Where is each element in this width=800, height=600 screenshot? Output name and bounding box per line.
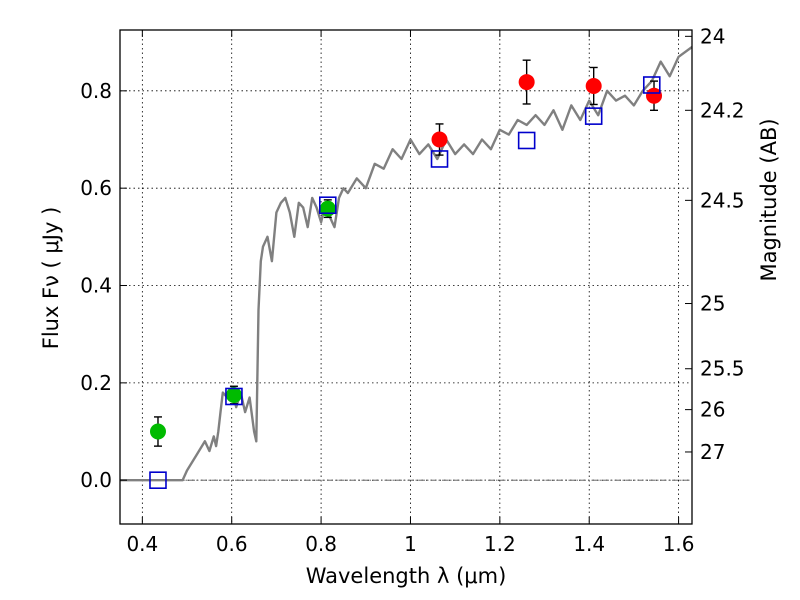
- right-tick-label: 25.5: [700, 357, 745, 381]
- x-tick-label: 0.8: [305, 532, 337, 556]
- model-square: [517, 131, 536, 150]
- y-tick-label: 0.8: [80, 79, 112, 103]
- y-tick-label: 0.6: [80, 176, 112, 200]
- right-tick-label: 24: [700, 24, 725, 48]
- y-tick-label: 0.0: [80, 468, 112, 492]
- green-point: [319, 200, 336, 217]
- y-tick-label: 0.4: [80, 274, 112, 298]
- x-tick-label: 1.4: [573, 532, 605, 556]
- model-square: [318, 196, 337, 215]
- model-square: [225, 387, 243, 406]
- model-square: [642, 76, 661, 94]
- right-axis-label: Magnitude (AB): [757, 118, 781, 281]
- right-tick-label: 27: [700, 440, 725, 464]
- x-tick-label: 1.6: [663, 532, 695, 556]
- green-point: [225, 387, 242, 404]
- red-point: [518, 74, 535, 91]
- red-point: [646, 87, 663, 104]
- x-axis-label: Wavelength λ (μm): [306, 564, 507, 588]
- grid: [120, 30, 692, 524]
- data-marks: [149, 59, 663, 489]
- x-tick-label: 1.2: [484, 532, 516, 556]
- y-tick-label: 0.2: [80, 371, 112, 395]
- green-point: [149, 423, 166, 440]
- model-square: [584, 107, 603, 125]
- right-tick-label: 25: [700, 292, 725, 316]
- model-square: [430, 150, 449, 168]
- x-tick-label: 0.6: [216, 532, 248, 556]
- y-axis-label: Flux Fν ( μJy ): [39, 207, 63, 350]
- right-tick-label: 24.2: [700, 98, 745, 122]
- x-tick-label: 1: [404, 532, 417, 556]
- axis-ticks: 0.4 0.6 0.8 1 1.2 1.4 1.6 0.0 0.2 0.4 0.6 0.8 24 24.2…: [80, 24, 744, 556]
- red-point: [431, 131, 448, 148]
- right-tick-label: 24.5: [700, 188, 745, 212]
- right-tick-label: 26: [700, 398, 725, 422]
- x-tick-label: 0.4: [126, 532, 158, 556]
- model-spectrum-line: [120, 46, 693, 482]
- red-point: [585, 77, 602, 94]
- plot-frame: [119, 29, 693, 525]
- model-square: [149, 471, 167, 489]
